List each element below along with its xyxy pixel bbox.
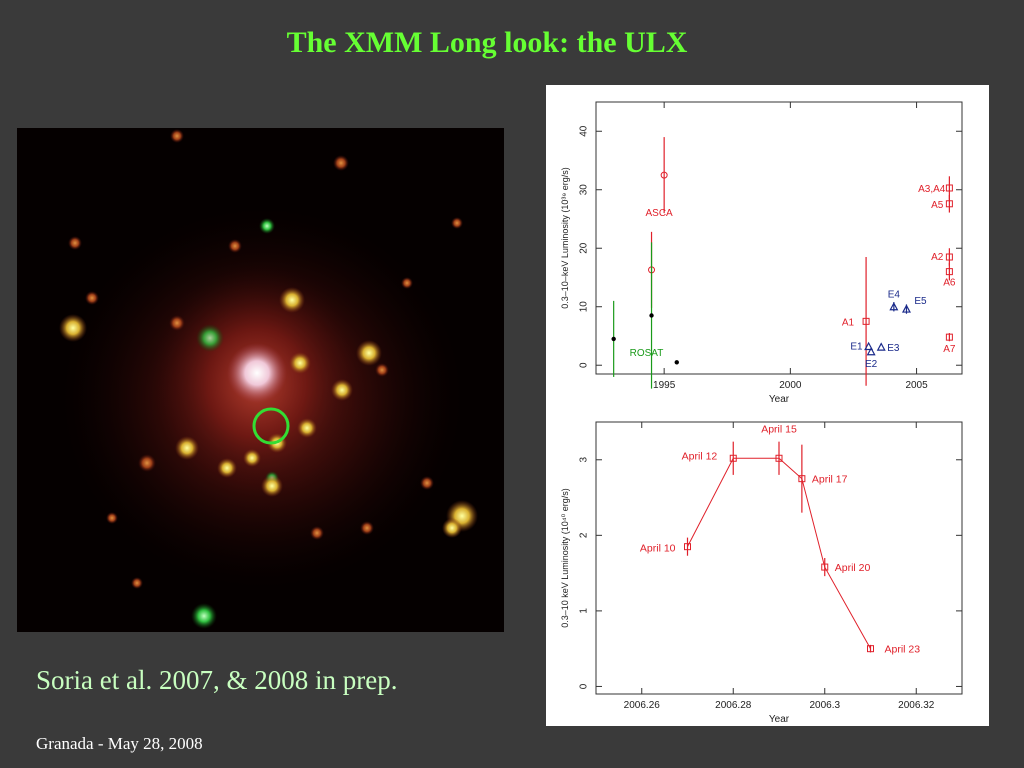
data-point-dot (611, 336, 616, 342)
data-point-square (729, 454, 737, 462)
xray-image (17, 128, 504, 632)
data-point-triangle (864, 341, 874, 351)
data-point-square (775, 454, 783, 462)
point-label: April 10 (640, 543, 676, 555)
long-term-light-curve-chart: 0 10 20 30 40 1995 2000 2005 Year 0.3–10–keV Lumi… (560, 101, 963, 405)
point-label: April 23 (885, 644, 921, 656)
y-tick-label: 2 (579, 532, 590, 538)
data-point-square (945, 184, 953, 192)
point-label: E4 (888, 290, 901, 301)
x-tick-label: 1995 (653, 380, 676, 391)
point-label: A1 (842, 317, 855, 328)
point-label: E1 (850, 342, 863, 353)
point-label: A3,A4 (918, 184, 946, 195)
data-point-dot (649, 313, 654, 318)
data-point-square (684, 543, 691, 551)
xmm-monitoring-light-curve-chart: 0 1 2 3 2006.26 2006.28 2006.3 2006.32 Year 0.3–1… (560, 421, 963, 725)
y-tick-label: 30 (579, 184, 590, 196)
asca-annotation: ASCA (645, 208, 673, 219)
x-tick-label: 2006.3 (809, 700, 840, 711)
data-point-triangle (889, 301, 899, 311)
data-point-square (798, 475, 806, 483)
data-point-square (862, 317, 870, 325)
y-tick-label: 0 (579, 362, 590, 368)
x-axis-label: Year (769, 714, 790, 725)
point-label: E2 (865, 359, 878, 370)
x-tick-label: 2006.26 (624, 700, 661, 711)
data-point-square (945, 333, 953, 341)
point-label: A6 (943, 278, 956, 289)
data-point-square (945, 200, 953, 208)
footer-text: Granada - May 28, 2008 (36, 734, 203, 753)
y-tick-label: 10 (579, 301, 590, 313)
x-tick-label: 2000 (779, 380, 802, 391)
light-curve-panel: 0 10 20 30 40 1995 2000 2005 Year 0.3–10–keV Lumi… (546, 85, 989, 726)
slide-title: The XMM Long look: the ULX (286, 26, 688, 59)
data-point-square (945, 268, 953, 276)
point-label: A5 (931, 200, 944, 211)
point-label: April 15 (761, 423, 797, 435)
point-label: E3 (887, 343, 900, 354)
xray-image-svg (17, 128, 504, 632)
x-tick-label: 2005 (905, 380, 928, 391)
ulx-marker-circle (252, 407, 290, 445)
y-axis-label: 0.3–10–keV Luminosity (10³⁹ erg/s) (560, 167, 570, 308)
data-point-circle (660, 171, 668, 179)
data-point-triangle (876, 342, 886, 351)
data-point-dot (674, 360, 679, 365)
point-label: April 12 (682, 450, 718, 462)
series-line (687, 457, 871, 649)
citation-text: Soria et al. 2007, & 2008 in prep. (36, 665, 398, 695)
y-tick-label: 0 (579, 683, 590, 689)
rosat-annotation: ROSAT (630, 348, 664, 359)
y-tick-label: 3 (579, 457, 590, 463)
x-tick-label: 2006.32 (898, 700, 935, 711)
point-label: April 17 (812, 474, 848, 486)
x-tick-label: 2006.28 (715, 700, 752, 711)
y-tick-label: 20 (579, 242, 590, 254)
point-label: A7 (943, 344, 956, 355)
plot-frame (595, 421, 963, 695)
y-tick-label: 40 (579, 125, 590, 137)
x-axis-label: Year (769, 394, 790, 405)
data-point-square (867, 645, 874, 653)
point-label: A2 (931, 252, 944, 263)
plot-frame (595, 101, 963, 375)
data-point-triangle (901, 304, 911, 313)
y-tick-label: 1 (579, 608, 590, 614)
point-label: E5 (914, 296, 927, 307)
y-axis-label: 0.3–10 keV Luminosity (10⁴⁰ erg/s) (560, 488, 570, 628)
data-point-square (945, 253, 953, 261)
point-label: April 20 (835, 562, 871, 574)
data-point-square (821, 563, 829, 571)
data-point-triangle (866, 347, 876, 356)
